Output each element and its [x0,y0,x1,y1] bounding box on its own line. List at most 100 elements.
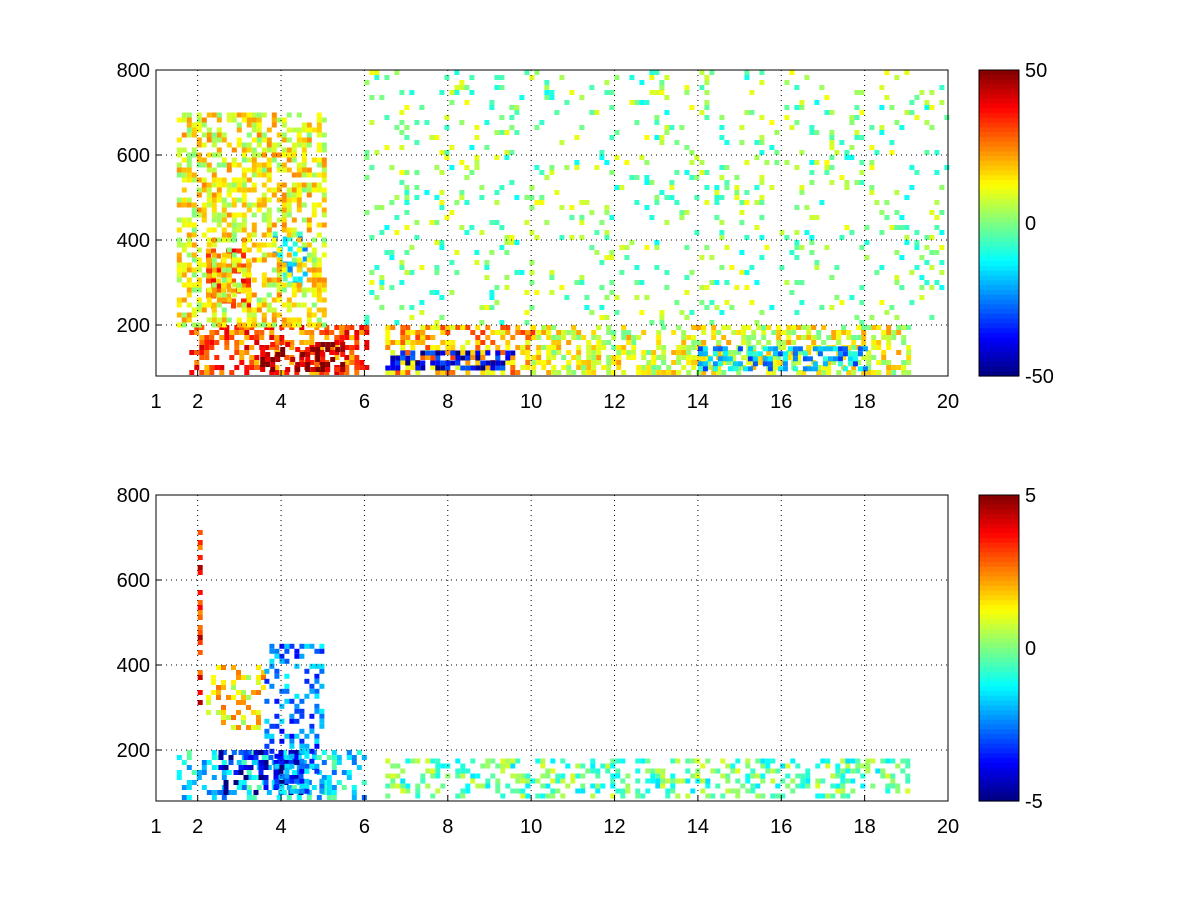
heatmap-cell [236,317,242,323]
heatmap-cell [194,350,200,355]
y-tick-label: 600 [117,145,150,167]
heatmap-cell [246,785,252,790]
colorbar-swatch [979,509,1019,515]
heatmap-cell [812,361,818,367]
heatmap-cell [216,283,221,289]
heatmap-cell [274,335,280,340]
heatmap-cell [304,743,310,749]
heatmap-cell [490,370,496,375]
heatmap-cell [246,303,251,309]
heatmap-cell [261,297,267,303]
heatmap-cell [886,340,892,345]
heatmap-cell [475,335,481,340]
heatmap-cell [815,763,821,769]
heatmap-cell [474,250,480,255]
heatmap-cell [750,773,756,779]
heatmap-cell [354,365,360,370]
heatmap-cell [304,778,310,784]
heatmap-cell [299,330,305,335]
heatmap-cell [286,152,292,158]
heatmap-cell [702,351,708,357]
heatmap-cell [489,100,495,105]
heatmap-cell [181,760,187,765]
heatmap-cell [674,140,680,145]
y-tick-label: 200 [117,315,150,337]
colorbar-swatch [979,304,1019,310]
heatmap-cell [444,155,450,160]
heatmap-cell [231,117,237,123]
heatmap-cell [634,100,640,105]
heatmap-cell [285,367,291,372]
heatmap-cell [405,350,411,355]
heatmap-cell [278,755,284,760]
heatmap-cell [435,345,441,350]
heatmap-cell [400,340,406,345]
heatmap-cell [241,675,246,680]
heatmap-cell [820,758,826,764]
heatmap-cell [404,250,410,255]
heatmap-cell [681,330,687,335]
heatmap-cell [306,217,312,223]
heatmap-cell [221,312,227,318]
heatmap-cell [575,773,581,779]
heatmap-cell [218,790,224,795]
heatmap-cell [664,195,670,200]
heatmap-cell [256,675,261,680]
heatmap-cell [601,365,607,370]
heatmap-cell [206,152,212,158]
heatmap-cell [525,330,531,335]
heatmap-cell [934,225,940,230]
heatmap-cell [181,157,187,163]
heatmap-cell [726,325,732,330]
heatmap-cell [246,283,251,289]
heatmap-cell [724,140,730,145]
heatmap-cell [286,322,292,328]
heatmap-cell [314,708,320,714]
heatmap-cell [826,335,832,340]
heatmap-cell [701,355,707,360]
heatmap-cell [549,90,555,95]
heatmap-cell [546,360,552,365]
heatmap-cell [722,356,728,362]
heatmap-cell [565,763,571,769]
heatmap-cell [717,356,723,362]
heatmap-cell [824,95,830,100]
heatmap-cell [216,665,221,670]
heatmap-cell [747,366,753,372]
heatmap-cell [211,790,217,795]
heatmap-cell [405,355,411,361]
heatmap-cell [266,302,272,308]
heatmap-cell [291,322,297,328]
heatmap-cell [670,773,676,779]
heatmap-cell [197,640,203,645]
heatmap-cell [321,277,327,283]
heatmap-cell [840,788,846,794]
heatmap-cell [690,773,696,779]
heatmap-cell [264,698,270,704]
heatmap-cell [519,95,525,100]
heatmap-cell [214,355,220,360]
heatmap-cell [571,330,577,335]
heatmap-cell [346,775,352,780]
heatmap-cell [206,112,212,118]
heatmap-cell [251,112,257,118]
colorbar-swatch [979,710,1019,716]
heatmap-cell [251,182,257,188]
heatmap-cell [261,192,267,198]
heatmap-cell [792,356,798,362]
heatmap-cell [296,182,302,188]
heatmap-cell [896,365,902,370]
heatmap-cell [374,70,380,75]
heatmap-cell [196,247,202,253]
heatmap-cell [559,75,565,80]
heatmap-cell [196,127,202,133]
heatmap-cell [732,361,738,367]
heatmap-cell [944,115,950,120]
heatmap-cell [731,350,737,355]
heatmap-cell [845,778,851,784]
heatmap-cell [490,330,496,335]
heatmap-cell [899,125,905,130]
heatmap-cell [590,783,596,789]
